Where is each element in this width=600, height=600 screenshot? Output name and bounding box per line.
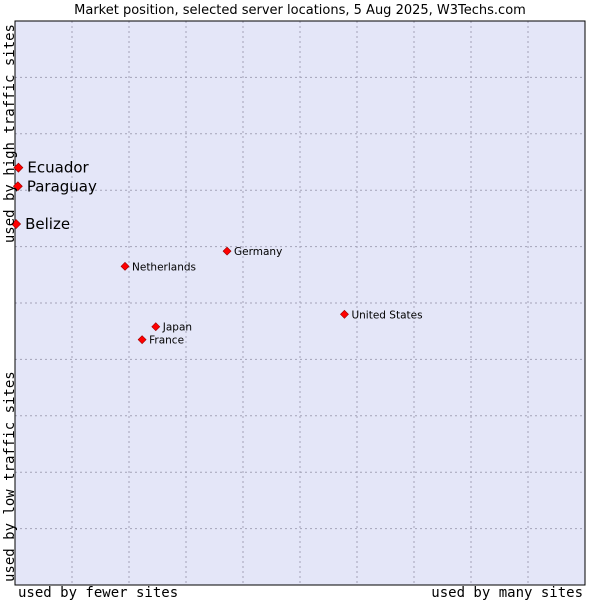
point-label-united-states: United States: [351, 309, 422, 321]
point-marker-ecuador: [13, 162, 24, 173]
point-marker-france: [137, 335, 147, 345]
point-label-ecuador: Ecuador: [27, 159, 89, 177]
point-label-belize: Belize: [25, 215, 70, 233]
point-label-france: France: [149, 335, 184, 347]
point-marker-belize: [11, 219, 22, 229]
x-axis-low-label: used by fewer sites: [18, 585, 178, 600]
grid-lines: [15, 21, 585, 585]
point-marker-netherlands: [120, 261, 130, 271]
point-marker-united-states: [340, 309, 349, 319]
plot-frame: [14, 20, 586, 586]
point-label-paraguay: Paraguay: [27, 177, 97, 195]
point-marker-paraguay: [12, 181, 23, 192]
point-marker-germany: [222, 246, 232, 256]
chart-title: Market position, selected server locatio…: [74, 3, 526, 18]
x-axis-high-label: used by many sites: [431, 585, 583, 600]
y-axis-low-label: used by low traffic sites: [2, 371, 18, 582]
point-label-netherlands: Netherlands: [132, 261, 196, 273]
y-axis-high-label: used by high traffic sites: [2, 24, 18, 243]
point-label-japan: Japan: [162, 322, 192, 334]
point-label-germany: Germany: [234, 246, 282, 258]
point-marker-japan: [151, 322, 161, 332]
